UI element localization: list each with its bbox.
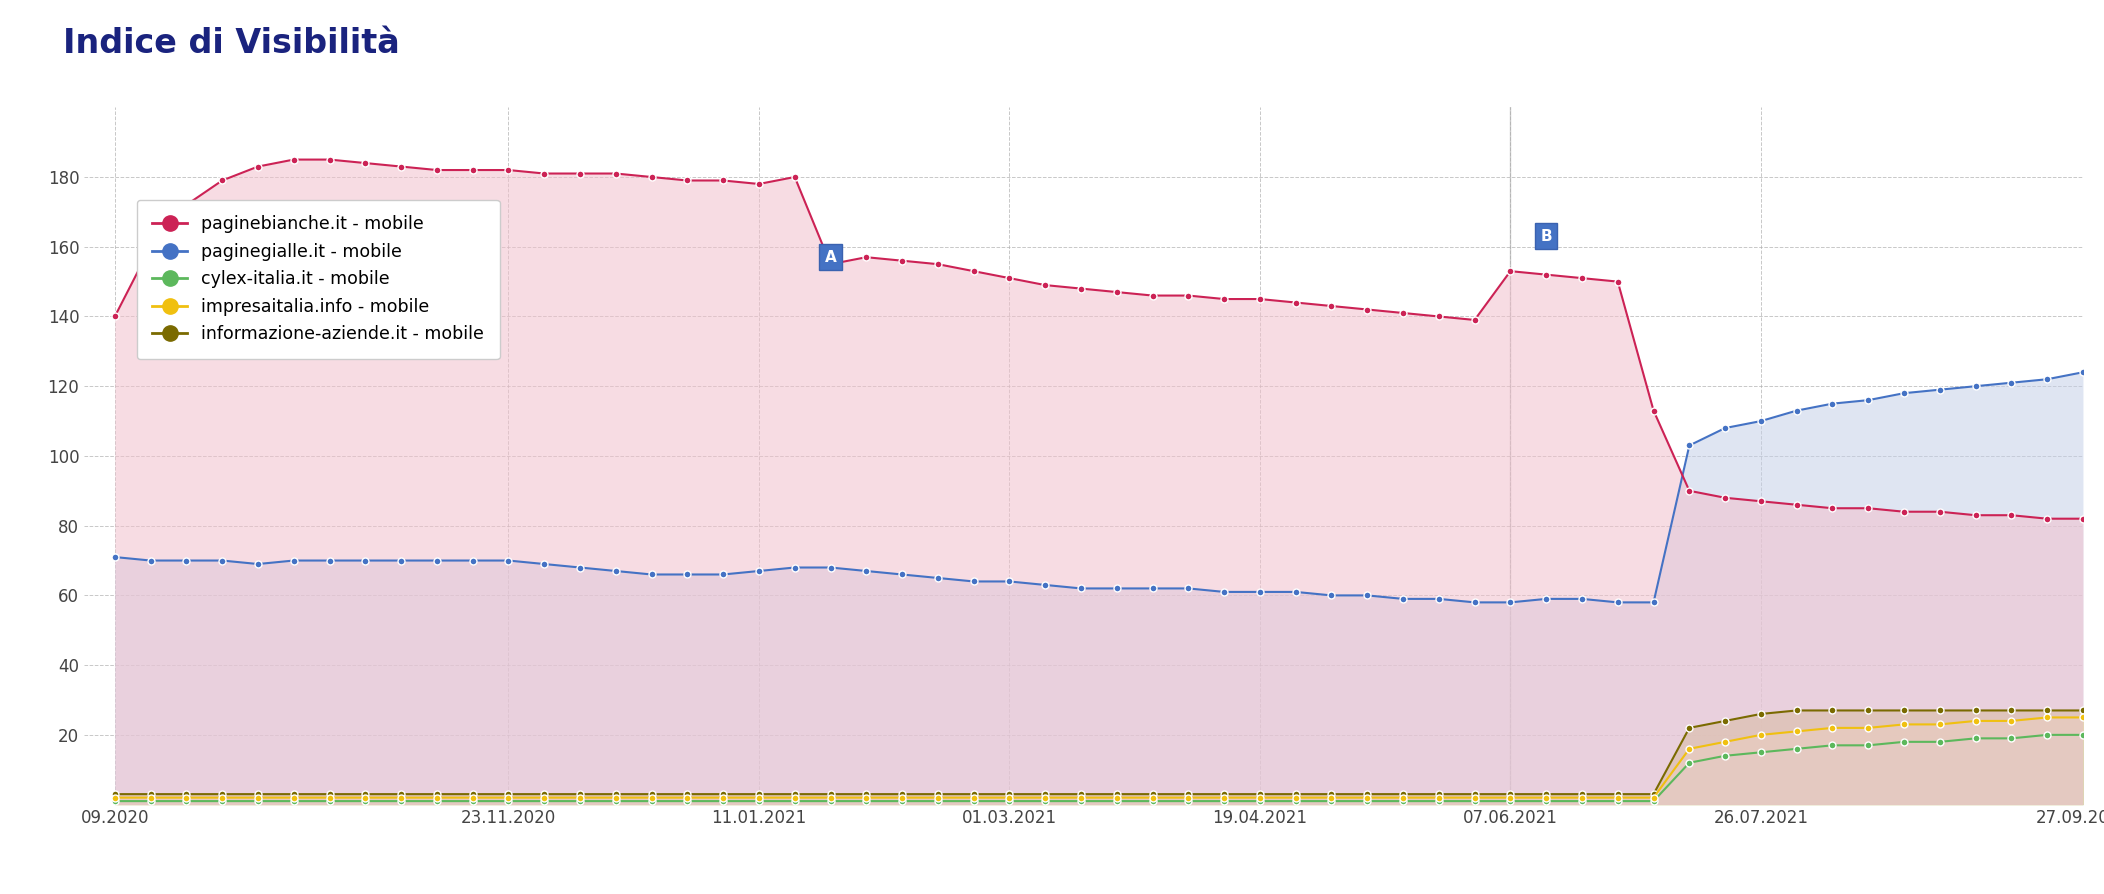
Text: Indice di Visibilità: Indice di Visibilità (63, 27, 400, 60)
Legend: paginebianche.it - mobile, paginegialle.it - mobile, cylex-italia.it - mobile, i: paginebianche.it - mobile, paginegialle.… (137, 199, 499, 359)
Text: A: A (825, 249, 837, 265)
Text: B: B (1540, 229, 1553, 244)
